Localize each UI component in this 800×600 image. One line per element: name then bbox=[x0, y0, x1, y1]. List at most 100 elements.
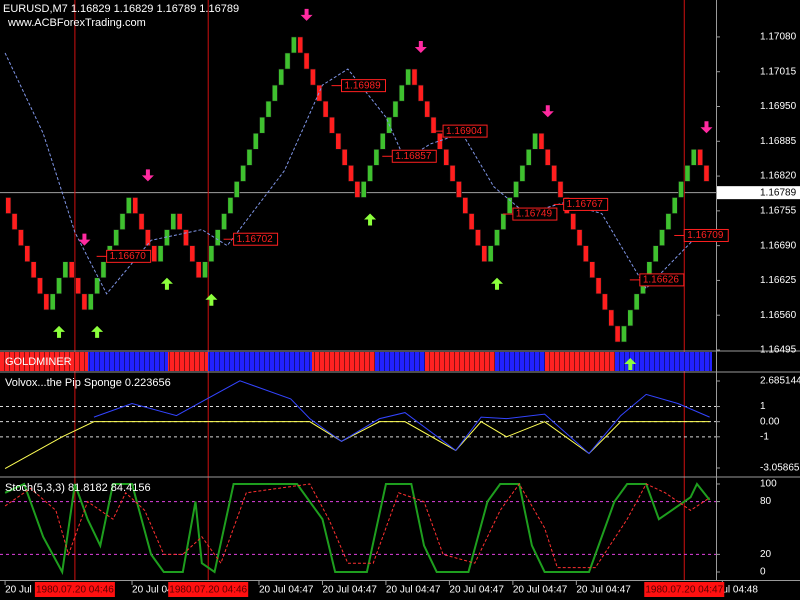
brick bbox=[227, 197, 234, 214]
brick bbox=[75, 277, 81, 295]
x-tick-label: 20 Jul 04:47 bbox=[322, 585, 377, 596]
separator-label-box bbox=[34, 582, 115, 597]
buy-arrow bbox=[205, 293, 218, 306]
brick bbox=[576, 229, 583, 246]
brick bbox=[551, 165, 558, 182]
buy-arrow bbox=[364, 213, 377, 226]
brick bbox=[62, 261, 69, 279]
brick bbox=[449, 165, 456, 182]
brick bbox=[367, 165, 373, 182]
brick bbox=[202, 261, 208, 279]
brick bbox=[278, 68, 285, 86]
y-tick-label: 1.16755 bbox=[760, 205, 797, 216]
brick bbox=[37, 277, 43, 295]
brick bbox=[151, 245, 158, 262]
brick bbox=[233, 181, 240, 198]
brick bbox=[214, 229, 221, 246]
annotation-label: 1.16749 bbox=[516, 209, 553, 220]
brick bbox=[100, 261, 107, 279]
strip-title: GOLDMINER bbox=[5, 356, 72, 368]
brick bbox=[462, 197, 469, 214]
y-tick-label: 1.16625 bbox=[760, 275, 797, 286]
x-tick-label: 20 Jul 1 bbox=[5, 585, 40, 596]
brick bbox=[176, 213, 183, 230]
brick bbox=[119, 213, 126, 230]
x-tick-label: ul 04:48 bbox=[722, 585, 758, 596]
y-tick-label: 80 bbox=[760, 496, 772, 507]
chart-title: EURUSD,M7 1.16829 1.16829 1.16789 1.1678… bbox=[3, 3, 239, 15]
separator-label: 1980.07.20 04:47 bbox=[645, 585, 723, 596]
brick bbox=[544, 149, 551, 166]
brick bbox=[81, 293, 88, 311]
annotation-label: 1.16626 bbox=[643, 275, 680, 286]
y-tick-label: 2.685144 bbox=[760, 376, 800, 387]
brick bbox=[348, 165, 354, 182]
brick bbox=[170, 213, 177, 230]
y-tick-label: 1.16820 bbox=[760, 171, 797, 182]
brick bbox=[68, 261, 75, 279]
brick bbox=[138, 213, 145, 230]
brick bbox=[94, 277, 101, 295]
sell-arrow bbox=[414, 40, 427, 53]
y-tick-label: 0.00 bbox=[760, 416, 780, 427]
x-tick-label: 20 Jul 04:47 bbox=[513, 585, 568, 596]
brick bbox=[684, 165, 691, 182]
separator-label-box bbox=[644, 582, 725, 597]
brick bbox=[621, 325, 627, 343]
brick bbox=[246, 149, 253, 166]
annotation-label: 1.16989 bbox=[344, 80, 381, 91]
brick bbox=[608, 309, 615, 327]
sell-arrow bbox=[700, 121, 713, 134]
brick bbox=[500, 213, 507, 230]
brick bbox=[297, 36, 304, 54]
buy-arrow bbox=[160, 277, 173, 290]
panel-borders bbox=[0, 0, 800, 581]
brick bbox=[405, 68, 412, 86]
brick bbox=[602, 293, 608, 311]
brick bbox=[354, 181, 361, 198]
brick bbox=[678, 181, 684, 198]
brick bbox=[538, 132, 545, 150]
annotation-box bbox=[683, 228, 729, 242]
brick bbox=[125, 197, 132, 214]
brick bbox=[132, 197, 139, 214]
annotation-box bbox=[563, 197, 609, 211]
brick bbox=[570, 213, 577, 230]
brick bbox=[18, 229, 24, 246]
brick bbox=[703, 165, 710, 182]
brick bbox=[265, 100, 272, 118]
sell-arrow bbox=[541, 105, 554, 118]
y-tick-label: 1 bbox=[760, 401, 766, 412]
y-tick-label: 1.16495 bbox=[760, 345, 797, 356]
buy-arrow bbox=[53, 325, 66, 338]
brick bbox=[665, 213, 672, 230]
brick bbox=[252, 132, 259, 150]
brick bbox=[659, 229, 665, 246]
brick bbox=[443, 149, 450, 166]
brick bbox=[310, 68, 316, 86]
y-tick-label: 100 bbox=[760, 479, 777, 490]
back-layer bbox=[0, 0, 716, 580]
brick bbox=[411, 68, 418, 86]
annotation-box bbox=[639, 273, 685, 287]
annotation-label: 1.16767 bbox=[567, 199, 604, 210]
brick bbox=[506, 197, 513, 214]
brick bbox=[144, 229, 151, 246]
brick bbox=[56, 277, 62, 295]
panel-title: Volvox...the Pip Sponge 0.223656 bbox=[5, 377, 171, 389]
brick bbox=[468, 213, 475, 230]
strip-texture bbox=[0, 352, 712, 371]
brick bbox=[221, 213, 227, 230]
annotation-box bbox=[442, 124, 488, 138]
brick bbox=[11, 213, 18, 230]
x-tick-label: 20 Jul 04:47 bbox=[576, 585, 631, 596]
separator-label-box bbox=[168, 582, 249, 597]
annotation-box bbox=[512, 207, 558, 221]
x-tick-label: 20 Jul 04:47 bbox=[259, 585, 314, 596]
brick bbox=[341, 149, 348, 166]
brick bbox=[335, 132, 342, 150]
brick bbox=[430, 116, 437, 134]
brick bbox=[208, 245, 215, 262]
brick bbox=[475, 229, 481, 246]
